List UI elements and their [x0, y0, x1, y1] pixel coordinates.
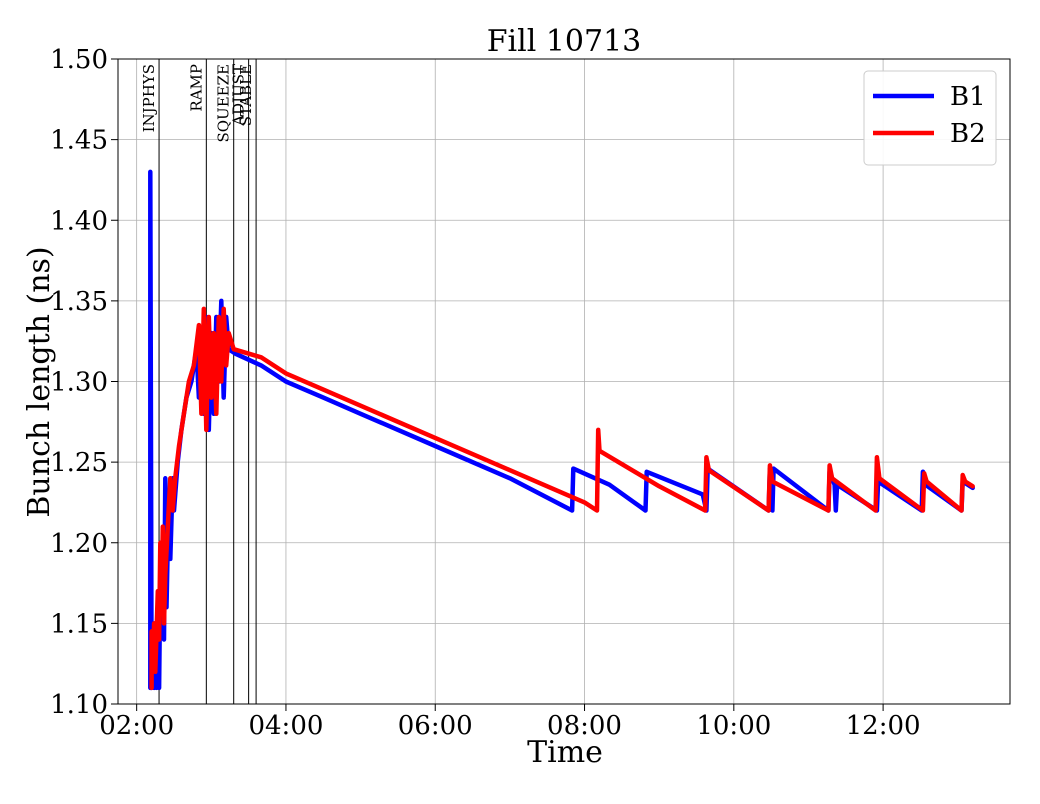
y-tick-label: 1.20: [50, 529, 108, 559]
y-tick-label: 1.25: [50, 448, 108, 478]
phase-label: STABLE: [237, 64, 255, 126]
x-tick-label: 08:00: [547, 711, 622, 741]
x-tick-label: 10:00: [696, 711, 771, 741]
phase-label: INJPHYS: [140, 64, 158, 132]
phase-label: ADJUST: [230, 64, 248, 127]
y-tick-label: 1.15: [50, 609, 108, 639]
phase-label: RAMP: [187, 64, 205, 112]
x-tick-label: 02:00: [99, 711, 174, 741]
y-tick-label: 1.50: [50, 45, 108, 75]
y-tick-label: 1.30: [50, 368, 108, 398]
y-tick-label: 1.10: [50, 690, 108, 720]
x-tick-label: 06:00: [398, 711, 473, 741]
legend-label: B1: [950, 82, 986, 112]
y-tick-label: 1.45: [50, 126, 108, 156]
y-tick-label: 1.40: [50, 206, 108, 236]
phase-label: SQUEEZE: [215, 64, 233, 143]
series-b1-line: [148, 169, 975, 691]
axes: 1.10 1.15 1.20 1.25 1.30 1.35 1.40 1.45 1.50 02:0…: [50, 45, 1011, 741]
series-lines: [148, 169, 975, 691]
y-tick-label: 1.35: [50, 287, 108, 317]
x-tick-label: 12:00: [846, 711, 921, 741]
series-b2-line: [149, 306, 975, 691]
x-tick-label: 04:00: [248, 711, 323, 741]
y-axis-label: Bunch length (ns): [22, 246, 57, 517]
x-axis-label: Time: [527, 735, 603, 770]
chart-title: Fill 10713: [487, 24, 642, 59]
legend-label: B2: [950, 119, 986, 149]
